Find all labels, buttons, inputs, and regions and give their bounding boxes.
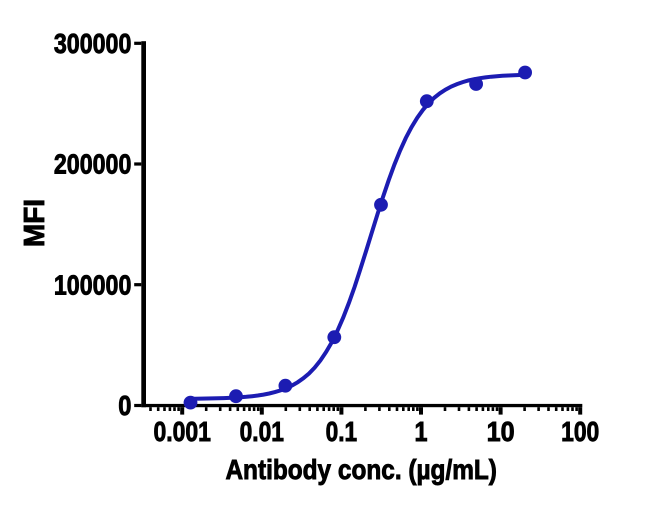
svg-text:300000: 300000 [54, 28, 132, 59]
svg-text:100: 100 [561, 416, 599, 447]
svg-text:0.1: 0.1 [326, 416, 358, 447]
svg-text:Antibody conc. (µg/mL): Antibody conc. (µg/mL) [225, 454, 497, 485]
svg-text:10: 10 [487, 416, 515, 447]
svg-text:0.001: 0.001 [153, 416, 211, 447]
svg-text:1: 1 [415, 416, 428, 447]
svg-text:0.01: 0.01 [240, 416, 284, 447]
svg-text:0: 0 [118, 390, 131, 421]
svg-text:200000: 200000 [54, 149, 132, 180]
svg-text:100000: 100000 [54, 269, 132, 300]
svg-text:MFI: MFI [19, 199, 51, 247]
